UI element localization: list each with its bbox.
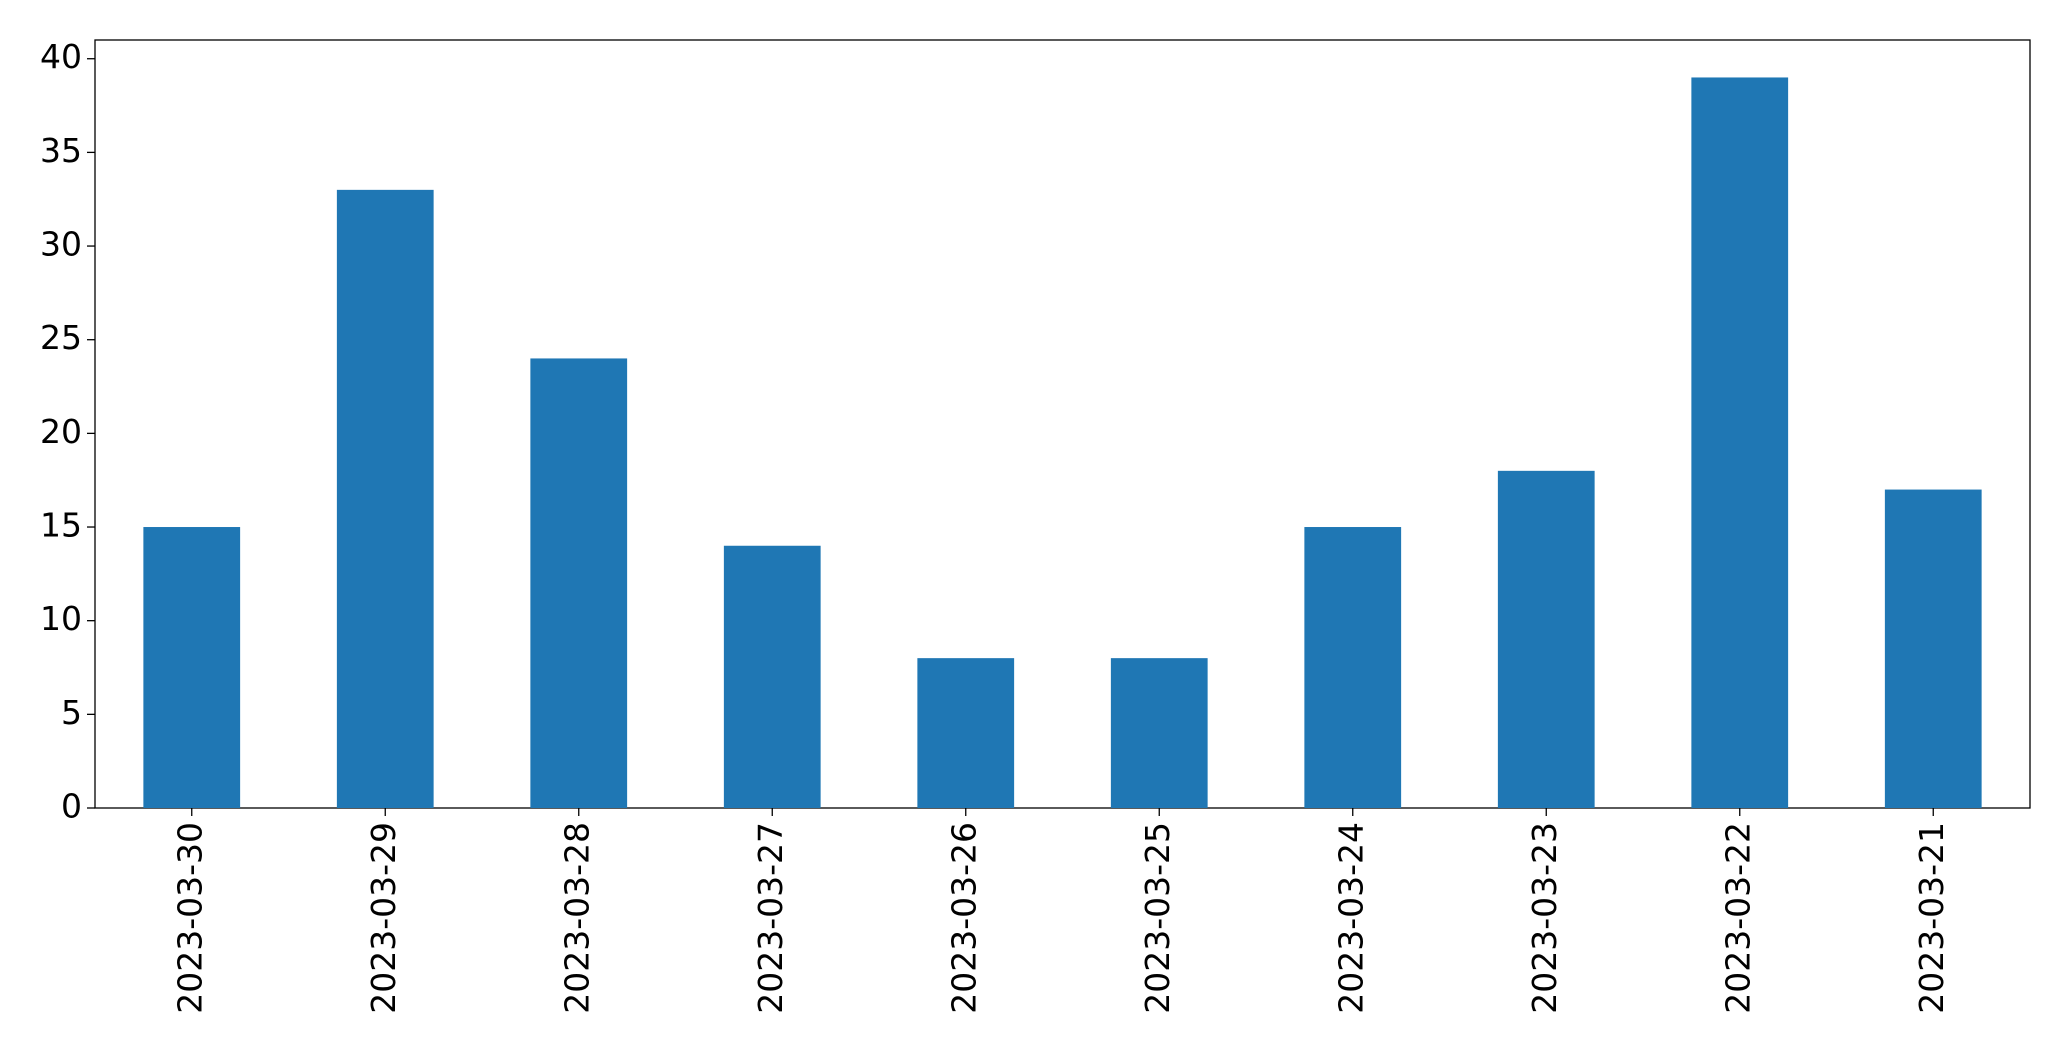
x-tick-label: 2023-03-25 [1138, 822, 1177, 1014]
bar [530, 358, 628, 808]
x-tick-label: 2023-03-24 [1331, 822, 1370, 1014]
bar [723, 545, 821, 808]
y-tick-label: 15 [40, 506, 82, 545]
y-tick-label: 10 [40, 599, 82, 638]
bar [1304, 527, 1402, 808]
x-tick-label: 2023-03-26 [944, 822, 983, 1014]
x-tick-label: 2023-03-21 [1912, 822, 1951, 1014]
x-tick-label: 2023-03-22 [1718, 822, 1757, 1014]
plot-frame [94, 39, 2031, 809]
x-tick-label: 2023-03-29 [364, 822, 403, 1014]
y-tick-label: 25 [40, 318, 82, 357]
bar [1691, 77, 1789, 808]
x-tick-label: 2023-03-27 [751, 822, 790, 1014]
y-tick-label: 20 [40, 412, 82, 451]
bar [1110, 658, 1208, 808]
y-tick-label: 40 [40, 37, 82, 76]
y-tick-label: 30 [40, 225, 82, 264]
bar [336, 189, 434, 809]
y-tick-label: 35 [40, 131, 82, 170]
x-tick-label: 2023-03-23 [1525, 822, 1564, 1014]
y-tick-label: 0 [61, 787, 82, 826]
x-tick-label: 2023-03-30 [170, 822, 209, 1014]
bar [1497, 470, 1595, 808]
bar [143, 527, 241, 808]
bar [917, 658, 1015, 808]
y-tick-label: 5 [61, 693, 82, 732]
bar [1884, 489, 1982, 808]
x-tick-label: 2023-03-28 [557, 822, 596, 1014]
